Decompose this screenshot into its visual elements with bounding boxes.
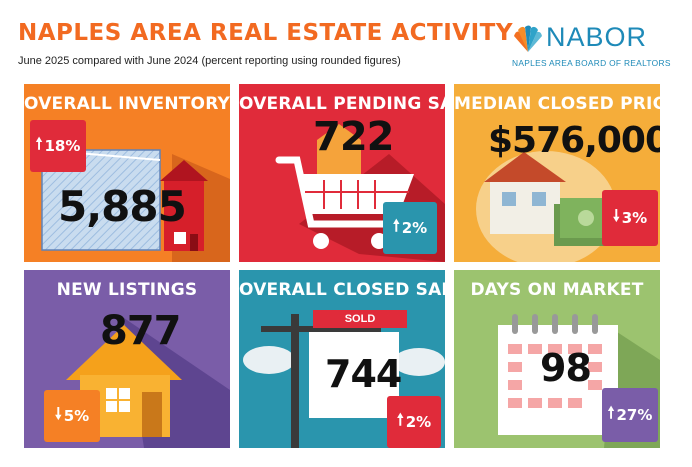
change-value: 2% xyxy=(401,219,428,237)
sold-sign: SOLD xyxy=(313,310,407,328)
change-value: 18% xyxy=(44,137,81,155)
tile-overall-inventory: OVERALL INVENTORY 5,885 🠕 18% xyxy=(24,84,230,262)
down-arrow-icon: 🠗 xyxy=(54,403,62,423)
tile-value: $576,000 xyxy=(488,120,660,161)
tile-value: 877 xyxy=(100,308,181,354)
tile-overall-closed-sales: SOLD OVERALL CLOSED SALES 744 🠕 2% xyxy=(239,270,445,448)
change-badge: 🠕 2% xyxy=(383,202,437,254)
tile-value: 744 xyxy=(325,352,402,396)
up-arrow-icon: 🠕 xyxy=(396,409,404,429)
down-arrow-icon: 🠗 xyxy=(612,205,620,225)
tile-label: OVERALL PENDING SALES xyxy=(239,94,445,114)
logo-tagline: NAPLES AREA BOARD OF REALTORS xyxy=(512,58,671,68)
tile-label: OVERALL INVENTORY xyxy=(24,94,230,114)
tile-label: MEDIAN CLOSED PRICE xyxy=(454,94,660,114)
tile-label: NEW LISTINGS xyxy=(56,280,198,300)
page-subtitle: June 2025 compared with June 2024 (perce… xyxy=(18,55,401,67)
tile-overall-pending-sales: OVERALL PENDING SALES 722 🠕 2% xyxy=(239,84,445,262)
tile-days-on-market: DAYS ON MARKET 98 🠕 27% xyxy=(454,270,660,448)
tile-value: 5,885 xyxy=(58,182,187,231)
logo-wordmark: NABOR xyxy=(546,22,648,52)
tile-value: 98 xyxy=(540,346,592,390)
house-inventory-icon xyxy=(41,149,230,262)
change-badge: 🠗 5% xyxy=(44,390,100,442)
tile-new-listings: NEW LISTINGS 877 🠗 5% xyxy=(24,270,230,448)
nabor-logo: NABOR NAPLES AREA BOARD OF REALTORS xyxy=(512,22,672,72)
tile-value: 722 xyxy=(313,114,394,160)
change-badge: 🠕 18% xyxy=(30,120,86,172)
change-badge: 🠗 3% xyxy=(602,190,658,246)
change-value: 2% xyxy=(405,413,432,431)
change-badge: 🠕 27% xyxy=(602,388,658,442)
change-badge: 🠕 2% xyxy=(387,396,441,448)
shell-logo-icon xyxy=(514,25,542,52)
tile-label: OVERALL CLOSED SALES xyxy=(239,280,445,300)
change-value: 27% xyxy=(616,406,653,424)
change-value: 5% xyxy=(63,407,90,425)
up-arrow-icon: 🠕 xyxy=(35,133,43,153)
tile-median-closed-price: MEDIAN CLOSED PRICE $576,000 🠗 3% xyxy=(454,84,660,262)
change-value: 3% xyxy=(621,209,648,227)
tile-label: DAYS ON MARKET xyxy=(470,280,644,300)
page-title: NAPLES AREA REAL ESTATE ACTIVITY xyxy=(18,20,513,46)
up-arrow-icon: 🠕 xyxy=(392,215,400,235)
sold-sign-icon xyxy=(243,314,445,448)
up-arrow-icon: 🠕 xyxy=(607,402,615,422)
sold-label: SOLD xyxy=(344,313,376,325)
